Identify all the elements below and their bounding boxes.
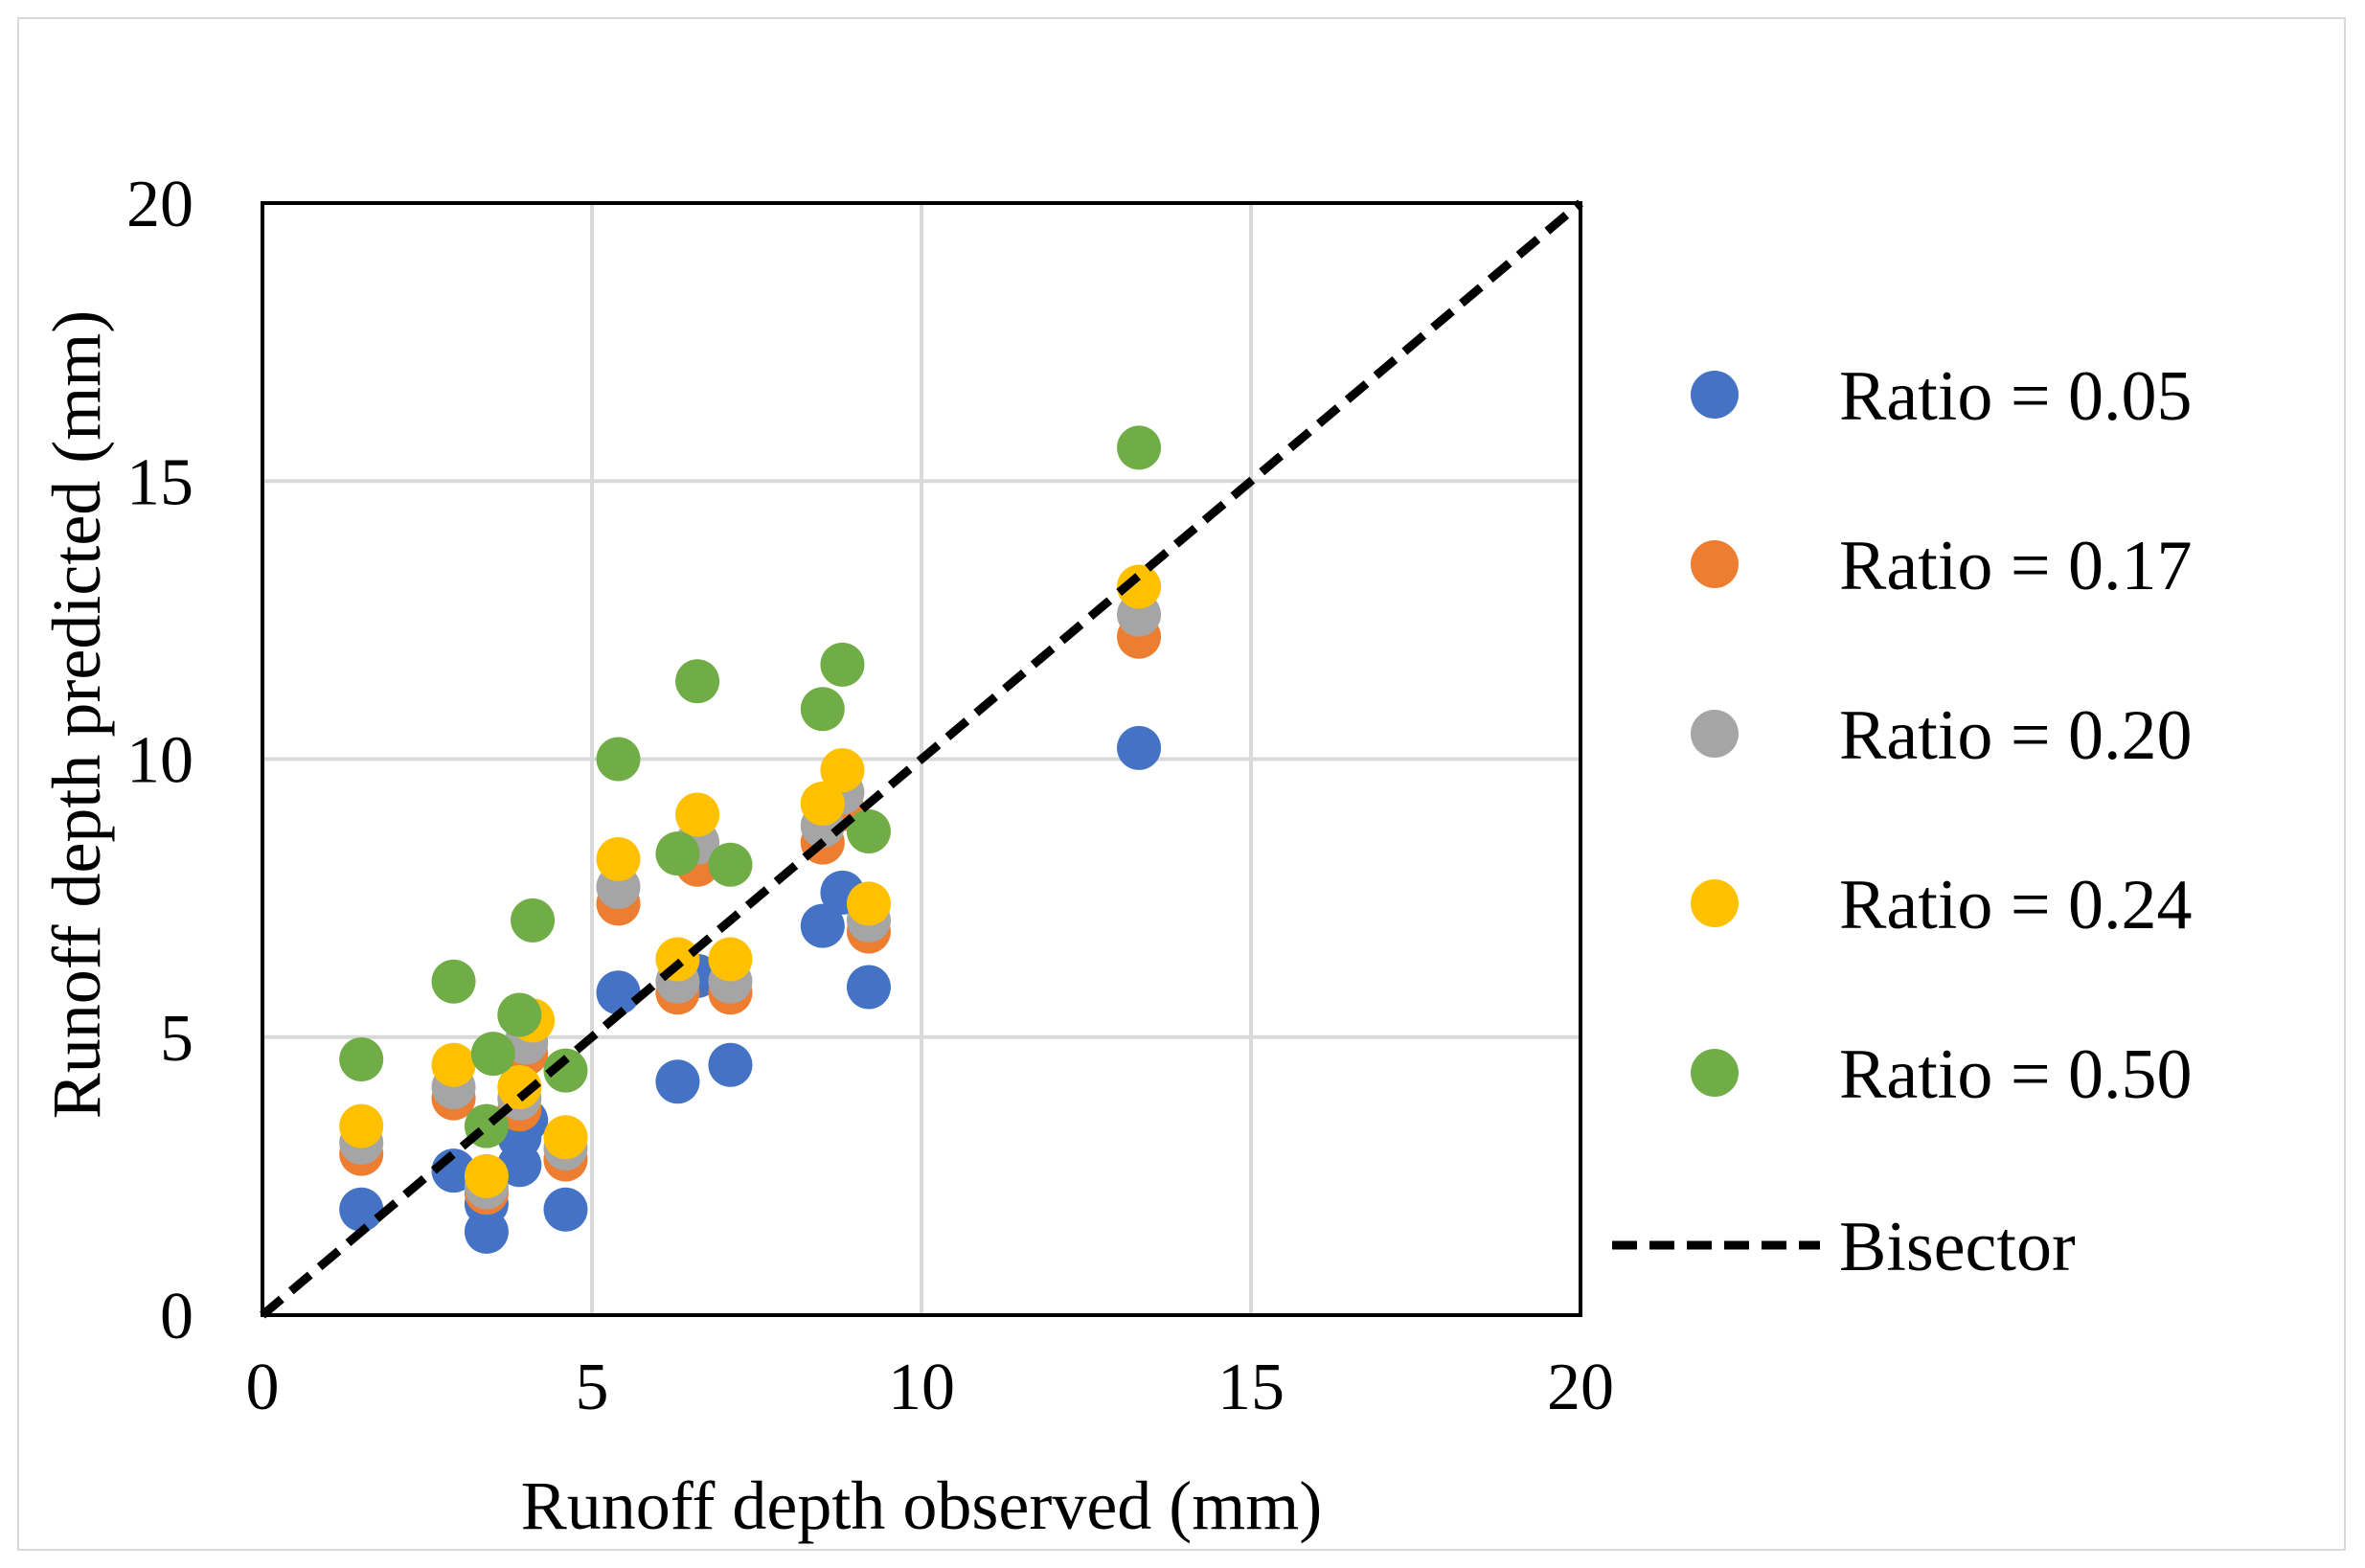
point-series-4: [431, 959, 476, 1004]
x-tick-label: 5: [576, 1351, 609, 1424]
point-series-3: [846, 881, 891, 926]
chart-frame: [17, 17, 2346, 1551]
legend-marker-3: [1691, 879, 1739, 927]
point-series-0: [1117, 725, 1162, 770]
x-tick-label: 10: [888, 1351, 955, 1424]
x-tick-label: 20: [1547, 1351, 1614, 1424]
data-points: [339, 425, 1162, 1254]
y-tick-label: 5: [160, 1002, 193, 1076]
legend-label-0: Ratio = 0.05: [1839, 357, 2193, 436]
point-series-3: [464, 1153, 509, 1198]
point-series-4: [655, 831, 700, 876]
bisector-line: [260, 199, 1583, 1319]
legend-marker-2: [1691, 710, 1739, 758]
legend: Ratio = 0.05 Ratio = 0.17 Ratio = 0.20 Rati…: [1612, 357, 2193, 1286]
point-series-4: [846, 808, 891, 853]
point-series-4: [675, 659, 720, 704]
legend-label-1: Ratio = 0.17: [1839, 527, 2193, 605]
y-tick-label: 10: [126, 724, 193, 798]
point-series-3: [543, 1115, 588, 1160]
point-series-0: [800, 903, 845, 948]
point-series-3: [820, 748, 865, 793]
point-series-3: [800, 781, 845, 826]
point-series-0: [596, 970, 641, 1015]
y-axis-title: Runoff depth predicted (mm): [38, 310, 115, 1119]
point-series-4: [543, 1048, 588, 1093]
x-tick-label: 0: [246, 1351, 280, 1424]
y-tick-label: 15: [126, 445, 193, 519]
point-series-0: [543, 1187, 588, 1232]
y-tick-label: 20: [126, 168, 193, 241]
point-series-3: [708, 937, 753, 982]
point-series-3: [1117, 564, 1162, 609]
point-series-4: [339, 1036, 384, 1081]
point-series-3: [497, 1064, 542, 1109]
point-series-0: [655, 1059, 700, 1104]
point-series-3: [339, 1103, 384, 1148]
axis-ticks: 0 5 10 15 20 0 5 10 15 20: [126, 168, 1614, 1424]
plot-area-border: [261, 201, 1582, 1317]
legend-label-2: Ratio = 0.20: [1839, 696, 2193, 775]
point-series-4: [800, 687, 845, 732]
legend-label-bisector: Bisector: [1839, 1208, 2076, 1286]
point-series-4: [497, 992, 542, 1037]
y-tick-label: 0: [160, 1280, 193, 1353]
point-series-0: [339, 1187, 384, 1232]
legend-marker-1: [1691, 540, 1739, 588]
point-series-0: [846, 965, 891, 1010]
point-series-4: [511, 898, 556, 943]
x-tick-label: 15: [1217, 1351, 1285, 1424]
point-series-3: [431, 1042, 476, 1087]
point-series-4: [596, 737, 641, 782]
legend-label-3: Ratio = 0.24: [1839, 866, 2193, 944]
point-series-4: [1117, 425, 1162, 470]
point-series-3: [596, 836, 641, 881]
point-series-4: [470, 1032, 515, 1077]
point-series-0: [708, 1042, 753, 1087]
point-series-4: [708, 842, 753, 887]
legend-marker-0: [1691, 371, 1739, 419]
legend-marker-4: [1691, 1049, 1739, 1097]
legend-label-4: Ratio = 0.50: [1839, 1035, 2193, 1114]
point-series-3: [675, 792, 720, 837]
x-axis-title: Runoff depth observed (mm): [521, 1467, 1323, 1544]
point-series-4: [820, 642, 865, 687]
